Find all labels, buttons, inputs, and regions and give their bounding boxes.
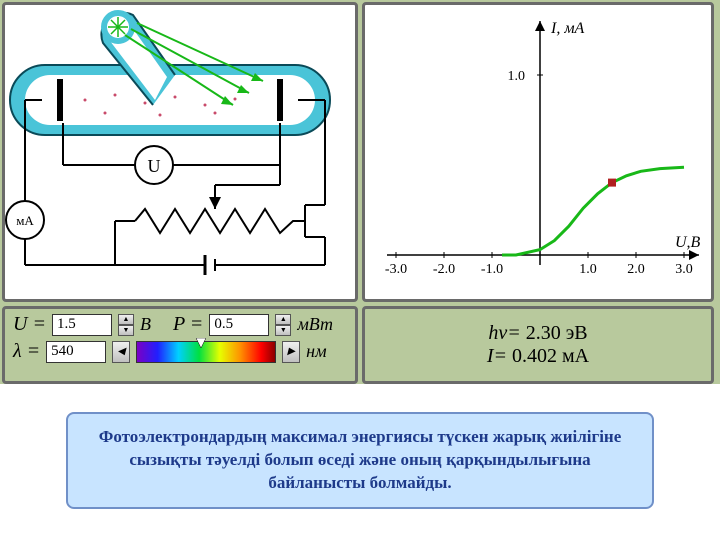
apparatus-panel: U мA	[2, 2, 358, 302]
ammeter-label: мA	[16, 213, 34, 228]
p-up-button[interactable]: ▲	[275, 314, 291, 325]
i-readout: I= 0.402 мА	[487, 345, 589, 368]
lambda-prev-button[interactable]: ◀	[112, 341, 130, 363]
xtick: -3.0	[385, 262, 407, 277]
left-electrode	[57, 79, 63, 121]
p-unit: мВт	[297, 314, 333, 335]
xtick: -1.0	[481, 262, 503, 277]
u-spinner: ▲ ▼	[118, 314, 134, 336]
spectrum-marker-icon	[196, 338, 206, 348]
banner-text: Фотоэлектрондардың максимал энергиясы тү…	[99, 427, 622, 492]
xtick: 1.0	[579, 262, 597, 277]
p-label: P =	[173, 313, 203, 336]
explanation-banner: Фотоэлектрондардың максимал энергиясы тү…	[66, 412, 654, 509]
xtick: 2.0	[627, 262, 645, 277]
i-label: I=	[487, 345, 507, 367]
lambda-label: λ =	[13, 340, 40, 363]
u-up-button[interactable]: ▲	[118, 314, 134, 325]
lambda-field[interactable]: 540	[46, 341, 106, 363]
iu-curve	[502, 167, 684, 255]
resistor-icon	[135, 209, 305, 233]
right-electrode	[277, 79, 283, 121]
app-root: U мA	[0, 0, 720, 509]
readout-panel: hv= 2.30 эВ I= 0.402 мА	[362, 306, 714, 384]
y-arrow-icon	[535, 21, 545, 31]
light-star-icon	[108, 17, 128, 37]
xtick: -2.0	[433, 262, 455, 277]
ytick: 1.0	[508, 69, 526, 84]
operating-point-marker	[608, 179, 616, 187]
hv-readout: hv= 2.30 эВ	[488, 322, 587, 345]
p-down-button[interactable]: ▼	[275, 325, 291, 336]
y-axis-label: I, мА	[550, 20, 585, 37]
lambda-unit: нм	[306, 341, 326, 362]
p-spinner: ▲ ▼	[275, 314, 291, 336]
xtick: 3.0	[675, 262, 693, 277]
controls-row: U = 1.5 ▲ ▼ B P = 0.5 ▲ ▼ мВт λ = 540	[0, 304, 720, 384]
i-value: 0.402 мА	[512, 345, 589, 367]
u-unit: B	[140, 314, 151, 335]
p-field[interactable]: 0.5	[209, 314, 269, 336]
spectrum-slider[interactable]	[136, 341, 276, 363]
wiper-arrow-icon	[209, 197, 221, 209]
x-axis-label: U,B	[675, 234, 701, 251]
top-row: U мA	[0, 0, 720, 304]
lambda-next-button[interactable]: ▶	[282, 341, 300, 363]
controls-left: U = 1.5 ▲ ▼ B P = 0.5 ▲ ▼ мВт λ = 540	[2, 306, 358, 384]
iu-chart: -3.0 -2.0 -1.0 1.0 2.0 3.0 1.0 U,B I, мА	[365, 5, 711, 299]
u-field[interactable]: 1.5	[52, 314, 112, 336]
u-label: U =	[13, 313, 46, 336]
x-arrow-icon	[689, 250, 699, 260]
hv-label: hv=	[488, 322, 520, 344]
voltmeter-label: U	[148, 156, 161, 176]
apparatus-svg: U мA	[5, 5, 355, 299]
hv-value: 2.30 эВ	[526, 322, 588, 344]
u-down-button[interactable]: ▼	[118, 325, 134, 336]
chart-panel: -3.0 -2.0 -1.0 1.0 2.0 3.0 1.0 U,B I, мА	[362, 2, 714, 302]
